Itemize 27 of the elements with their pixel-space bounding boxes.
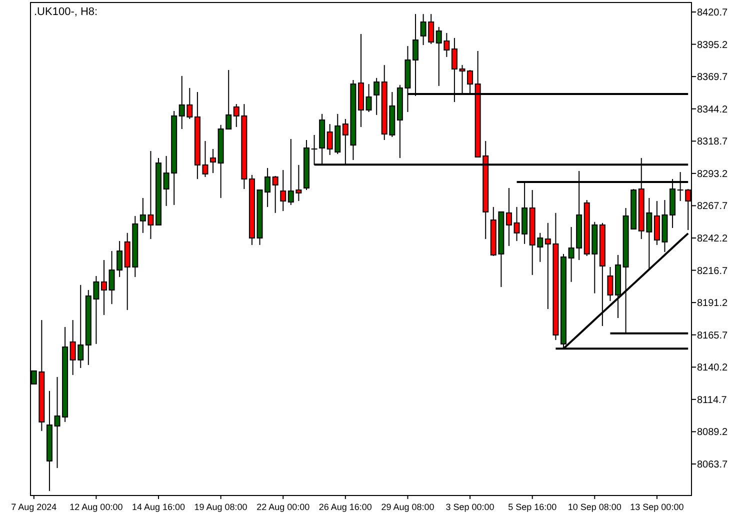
x-tick-label: 5 Sep 16:00 <box>508 502 557 512</box>
x-tick-label: 13 Sep 00:00 <box>630 502 684 512</box>
y-tick-label: 8267.7 <box>697 201 728 212</box>
x-tick-label: 19 Aug 08:00 <box>194 502 248 512</box>
x-tick-label: 12 Aug 00:00 <box>70 502 123 512</box>
x-tick-label: 22 Aug 00:00 <box>256 502 310 512</box>
x-tick-label: 26 Aug 16:00 <box>318 502 372 512</box>
y-tick-label: 8395.2 <box>697 40 728 51</box>
x-tick-label: 3 Sep 00:00 <box>446 502 494 512</box>
y-tick-label: 8165.7 <box>697 330 728 342</box>
y-tick-label: 8063.7 <box>697 459 728 470</box>
y-tick-label: 8140.2 <box>697 362 728 374</box>
y-tick-label: 8369.7 <box>697 72 728 84</box>
chart-title: .UK100-, H8: <box>34 6 98 18</box>
y-tick-label: 8420.7 <box>697 8 728 18</box>
x-tick-label: 7 Aug 2024 <box>11 502 57 512</box>
y-tick-label: 8216.7 <box>697 266 728 277</box>
y-tick-label: 8242.2 <box>697 233 728 244</box>
y-tick-label: 8293.2 <box>697 168 728 180</box>
y-tick-label: 8344.2 <box>697 104 728 116</box>
x-tick-label: 10 Sep 08:00 <box>568 502 622 512</box>
y-tick-label: 8318.7 <box>697 136 728 148</box>
x-tick-label: 29 Aug 08:00 <box>381 502 434 512</box>
y-tick-label: 8191.2 <box>697 298 728 310</box>
y-tick-label: 8089.2 <box>697 427 728 438</box>
y-tick-label: 8114.7 <box>697 394 728 406</box>
x-tick-label: 14 Aug 16:00 <box>132 502 186 512</box>
